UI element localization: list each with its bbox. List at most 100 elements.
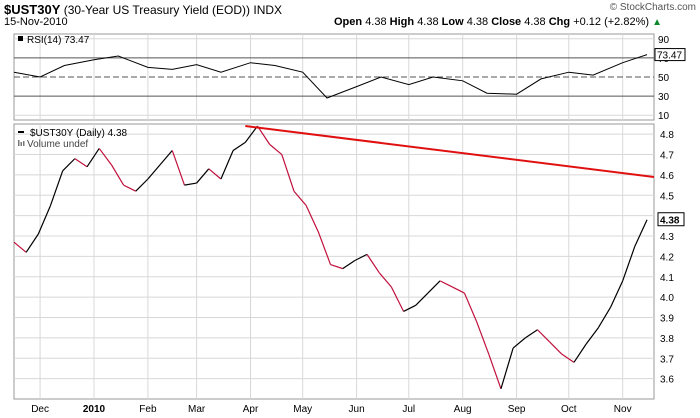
rsi-badge-value: 73.47 [657, 51, 682, 62]
x-tick-label: Feb [139, 404, 157, 415]
price-tick-label: 3.9 [660, 314, 674, 325]
close-value: 4.38 [524, 16, 546, 28]
price-segment [244, 125, 258, 143]
rsi-series-line [13, 54, 648, 99]
price-segment [476, 321, 490, 355]
price-badge-value: 4.38 [660, 216, 680, 227]
price-tick-label: 4.6 [660, 171, 674, 182]
price-segment [208, 168, 222, 180]
rsi-panel: 9070503010 RSI(14) 73.47 73.47 [13, 33, 686, 122]
x-tick-label: Jul [402, 404, 415, 415]
price-segment [37, 205, 52, 235]
price-segment [74, 158, 88, 168]
price-segment [305, 205, 319, 233]
open-label: Open [334, 16, 363, 28]
price-segment [110, 164, 125, 186]
price-tick-label: 4.8 [660, 130, 674, 141]
ticker-symbol: $UST30Y [4, 2, 61, 17]
price-legend: $UST30Y (Daily) 4.38 Volume undef [18, 128, 128, 150]
quote-summary: Open 4.38 High 4.38 Low 4.38 Close 4.38 … [334, 16, 662, 28]
price-segment [609, 280, 624, 308]
price-segment [147, 164, 161, 180]
resistance-trendline [245, 125, 655, 178]
price-segment [342, 259, 356, 270]
price-x-axis: Dec 2010 Feb Mar Apr May Jun Jul Aug Sep Oct Nov [31, 404, 631, 415]
price-segment [561, 353, 575, 363]
price-segment [500, 347, 514, 389]
price-panel-frame [13, 123, 655, 400]
x-tick-label: Aug [454, 404, 472, 415]
rsi-tick-label: 50 [658, 73, 670, 84]
price-segment [256, 125, 271, 145]
price-segment [488, 353, 502, 390]
x-tick-label: Jun [349, 404, 365, 415]
price-series [13, 125, 648, 390]
chart-date: 15-Nov-2010 [4, 16, 68, 28]
price-tick-label: 4.2 [660, 252, 674, 263]
rsi-badge-box [654, 48, 686, 62]
rsi-last-badge: 73.47 [654, 48, 686, 62]
price-last-badge: 4.38 [657, 212, 685, 227]
price-tick-label: 4.7 [660, 151, 674, 162]
price-segment [171, 150, 186, 186]
rsi-legend-label: RSI(14) 73.47 [27, 35, 90, 46]
price-segment [184, 182, 197, 186]
chart-title: $UST30Y (30-Year US Treasury Yield (EOD)… [4, 2, 282, 17]
price-tick-label: 4.1 [660, 273, 674, 284]
price-tick-label: 3.7 [660, 354, 674, 365]
price-segment [123, 184, 137, 192]
price-segment [549, 341, 563, 355]
volume-legend-label: Volume undef [27, 139, 88, 150]
price-segment [196, 168, 210, 184]
exchange-label: INDX [253, 3, 283, 17]
price-segment [512, 337, 526, 349]
price-segment [98, 148, 112, 166]
price-tick-label: 3.8 [660, 334, 674, 345]
x-tick-label: May [293, 404, 312, 415]
rsi-legend-swatch [18, 36, 23, 41]
open-value: 4.38 [365, 16, 387, 28]
price-segment [451, 286, 465, 294]
price-segment [597, 307, 612, 329]
rsi-tick-label: 10 [658, 111, 670, 122]
price-segment [293, 190, 307, 206]
price-segment [25, 233, 39, 253]
price-segment [463, 292, 478, 322]
price-segment [634, 219, 648, 247]
price-segment [378, 272, 392, 288]
x-tick-label: Mar [188, 404, 206, 415]
brand-watermark[interactable]: © StockCharts.com [609, 2, 696, 13]
rsi-legend: RSI(14) 73.47 [18, 35, 90, 46]
x-tick-label: Apr [243, 404, 259, 415]
x-tick-label: Sep [508, 404, 526, 415]
low-label: Low [441, 16, 464, 28]
price-segment [159, 150, 173, 166]
price-segment [585, 327, 599, 345]
price-segment [49, 170, 64, 206]
price-segment [537, 329, 551, 343]
high-label: High [389, 16, 415, 28]
price-segment [135, 178, 149, 192]
x-tick-label: 2010 [83, 404, 106, 415]
chg-value: +0.12 (+2.82%) [573, 16, 650, 28]
price-segment [524, 329, 538, 339]
rsi-tick-label: 30 [658, 92, 670, 103]
close-label: Close [491, 16, 522, 28]
price-segment [415, 292, 429, 306]
rsi-axis: 9070503010 [658, 35, 670, 122]
price-segment [427, 280, 441, 294]
price-segment [403, 304, 417, 312]
price-segment [281, 154, 295, 192]
price-segment [330, 263, 343, 270]
price-segment [622, 246, 636, 282]
x-tick-label: Oct [561, 404, 577, 415]
x-tick-label: Nov [614, 404, 632, 415]
price-segment [13, 241, 27, 253]
price-segment [62, 158, 76, 172]
price-segment [317, 231, 332, 265]
price-tick-label: 4.3 [660, 232, 674, 243]
volume-legend-swatch [18, 140, 20, 146]
low-value: 4.38 [466, 16, 489, 28]
chg-label: Chg [548, 16, 571, 28]
